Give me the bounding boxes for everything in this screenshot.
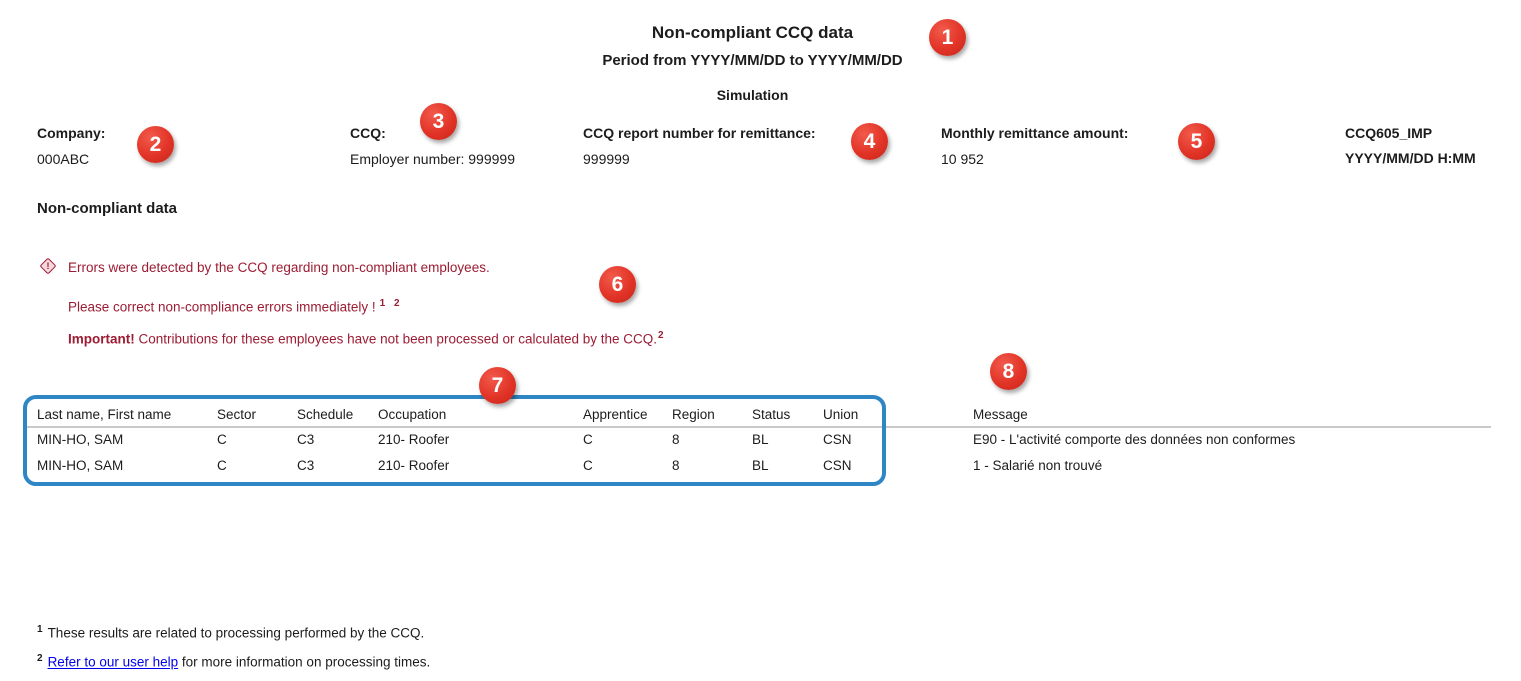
- footnote-ref-2: 2: [658, 330, 664, 341]
- table-cell: 1 - Salarié non trouvé: [973, 458, 1103, 473]
- report-number-info: CCQ report number for remittance: 999999: [583, 125, 816, 167]
- report-period: Period from YYYY/MM/DD to YYYY/MM/DD: [602, 52, 903, 69]
- table-cell: C: [217, 432, 227, 447]
- report-code: CCQ605_IMP: [1345, 125, 1433, 141]
- table-cell: BL: [752, 458, 769, 473]
- table-cell: E90 - L'activité comporte des données no…: [973, 432, 1296, 447]
- callout-badge-8: 8: [990, 353, 1027, 390]
- remittance-value: 10 952: [941, 151, 984, 167]
- table-cell: 8: [672, 458, 680, 473]
- footnote-1: 1 These results are related to processing…: [37, 624, 425, 641]
- column-header: Schedule: [297, 407, 354, 422]
- footnote-ref-12: 1 2: [379, 298, 403, 309]
- table-cell: BL: [752, 432, 769, 447]
- alert-diamond-icon: !: [39, 257, 57, 275]
- table-cell: C3: [297, 458, 315, 473]
- section-heading: Non-compliant data: [37, 200, 178, 217]
- column-header: Sector: [217, 407, 257, 422]
- table-cell: C3: [297, 432, 315, 447]
- footnote-1-marker: 1: [37, 624, 43, 635]
- company-info: Company: 000ABC: [37, 125, 105, 167]
- remittance-info: Monthly remittance amount: 10 952: [941, 125, 1128, 167]
- table-cell: 210- Roofer: [378, 432, 450, 447]
- report-number-label: CCQ report number for remittance:: [583, 125, 816, 141]
- column-header: Message: [973, 407, 1028, 422]
- ccq-info: CCQ: Employer number: 999999: [350, 125, 515, 167]
- table-cell: MIN-HO, SAM: [37, 458, 124, 473]
- user-help-link[interactable]: Refer to our user help: [47, 654, 179, 670]
- footnote-2: 2 Refer to our user help for more informa…: [37, 653, 431, 670]
- employer-number-value: Employer number: 999999: [350, 151, 515, 167]
- table-cell: C: [583, 458, 593, 473]
- table-cell: 8: [672, 432, 680, 447]
- callout-badge-7: 7: [479, 367, 516, 404]
- callout-badge-1: 1: [929, 19, 966, 56]
- column-header: Occupation: [378, 407, 447, 422]
- table-cell: CSN: [823, 458, 852, 473]
- company-value: 000ABC: [37, 151, 90, 167]
- column-header: Last name, First name: [37, 407, 172, 422]
- table-cell: 210- Roofer: [378, 458, 450, 473]
- callout-badge-6: 6: [599, 266, 636, 303]
- error-message-line2: Please correct non-compliance errors imm…: [68, 298, 403, 315]
- report-datetime: YYYY/MM/DD H:MM: [1345, 150, 1476, 166]
- error-message-line1: Errors were detected by the CCQ regardin…: [68, 260, 490, 275]
- important-note: Important! Contributions for these emplo…: [68, 330, 664, 347]
- report-number-value: 999999: [583, 151, 630, 167]
- remittance-label: Monthly remittance amount:: [941, 125, 1129, 141]
- column-header: Union: [823, 407, 859, 422]
- footnote-2-marker: 2: [37, 653, 43, 664]
- callout-badge-5: 5: [1178, 123, 1215, 160]
- callout-badge-2: 2: [137, 126, 174, 163]
- report-title: Non-compliant CCQ data: [651, 23, 854, 42]
- company-label: Company:: [37, 125, 106, 141]
- column-header: Region: [672, 407, 715, 422]
- ccq-label: CCQ:: [350, 125, 386, 141]
- report-meta: CCQ605_IMP YYYY/MM/DD H:MM: [1345, 125, 1476, 166]
- table-header-divider: [25, 426, 1491, 428]
- column-header: Apprentice: [583, 407, 648, 422]
- callout-badge-3: 3: [420, 103, 457, 140]
- report-mode: Simulation: [716, 87, 789, 103]
- column-header: Status: [752, 407, 791, 422]
- table-cell: C: [217, 458, 227, 473]
- important-label: Important!: [68, 331, 135, 347]
- table-cell: CSN: [823, 432, 852, 447]
- table-cell: C: [583, 432, 593, 447]
- callout-badge-4: 4: [851, 123, 888, 160]
- table-cell: MIN-HO, SAM: [37, 432, 124, 447]
